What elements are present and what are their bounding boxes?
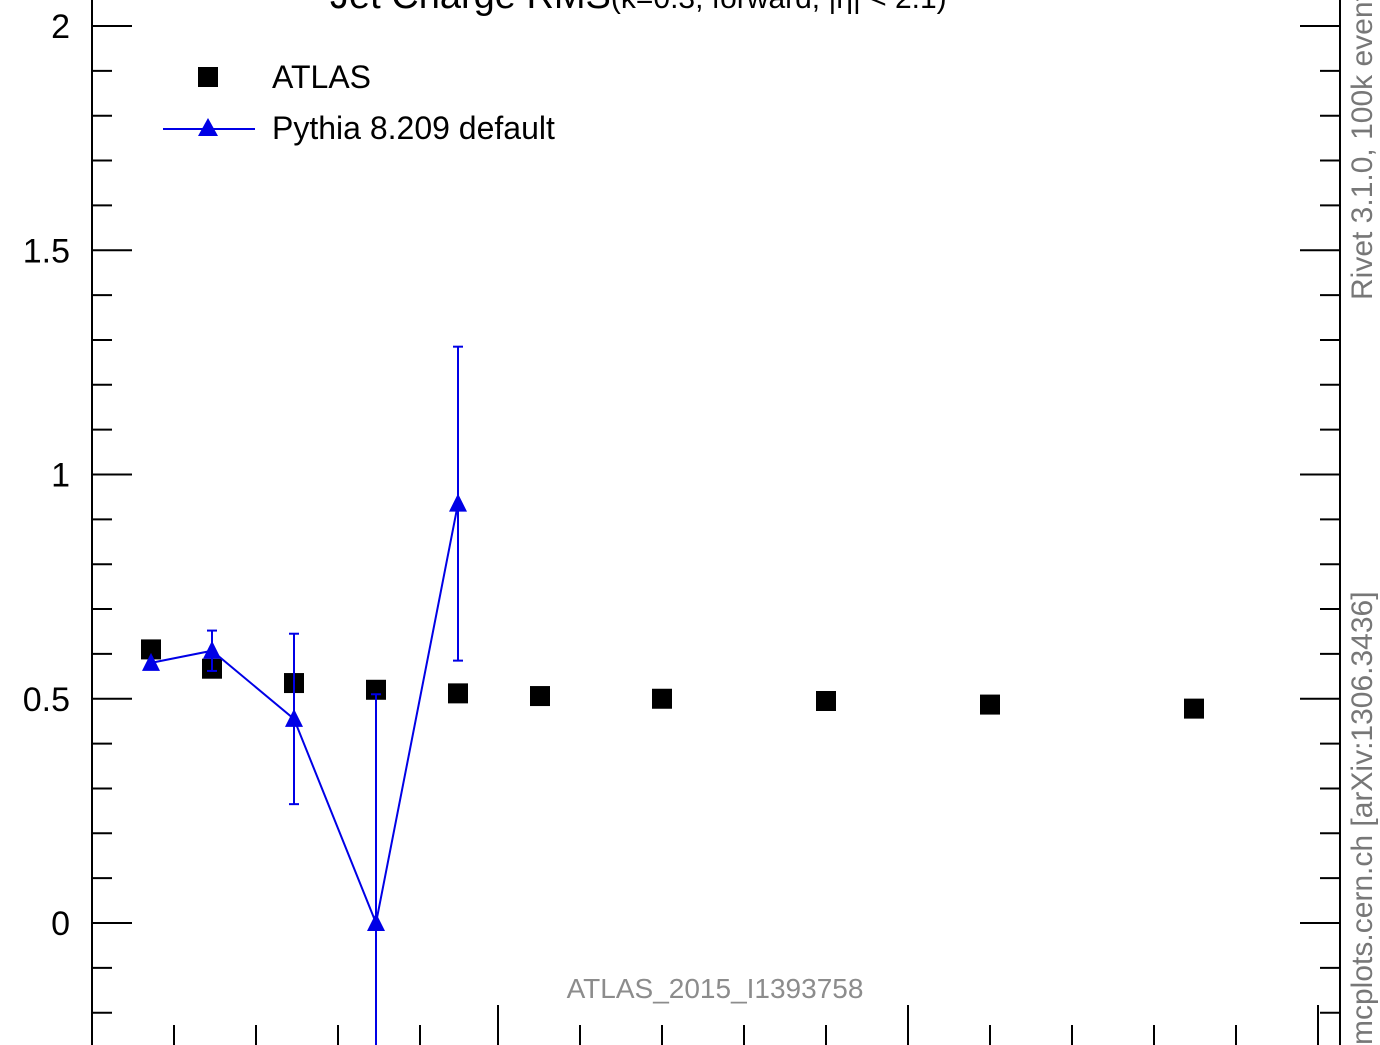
rivet-version-label: Rivet 3.1.0, 100k events	[1346, 0, 1379, 300]
legend: ATLAS Pythia 8.209 default	[163, 59, 555, 146]
legend-atlas-marker	[198, 67, 218, 87]
legend-pythia-marker	[198, 118, 218, 136]
pythia-data-point	[285, 708, 303, 727]
y-tick-label: 0.5	[23, 681, 70, 719]
y-axis-ticks: 2 1.5 1 0.5 0	[23, 8, 1340, 1014]
chart-title: Jet Charge RMS(κ=0.3, forward, |η| < 2.1…	[330, 0, 947, 17]
atlas-data-point	[448, 683, 468, 704]
mcplots-reference-label: mcplots.cern.ch [arXiv:1306.3436]	[1346, 591, 1379, 1045]
chart-title-main: Jet Charge RMS	[330, 0, 611, 17]
chart-title-suffix: (κ=0.3, forward, |η| < 2.1)	[611, 0, 947, 15]
pythia-data-point	[449, 493, 467, 512]
atlas-data-point	[141, 639, 161, 660]
analysis-watermark: ATLAS_2015_I1393758	[567, 973, 864, 1004]
pythia-data-point	[203, 640, 221, 659]
x-axis-ticks	[173, 1005, 1319, 1045]
y-tick-label: 1	[51, 457, 70, 495]
series-layer	[141, 345, 1204, 1045]
atlas-data-point	[980, 694, 1000, 715]
pythia-data-point	[367, 913, 385, 931]
atlas-data-point	[816, 690, 836, 711]
atlas-data-point	[652, 688, 672, 709]
legend-pythia-label: Pythia 8.209 default	[272, 110, 555, 146]
atlas-data-point	[1184, 698, 1204, 719]
y-tick-label: 0	[51, 905, 70, 943]
y-tick-label: 2	[51, 8, 70, 46]
legend-atlas-label: ATLAS	[272, 59, 371, 95]
atlas-data-point	[530, 686, 550, 707]
y-tick-label: 1.5	[23, 232, 70, 270]
pythia-data-point	[142, 652, 160, 671]
pythia-line	[150, 503, 459, 927]
